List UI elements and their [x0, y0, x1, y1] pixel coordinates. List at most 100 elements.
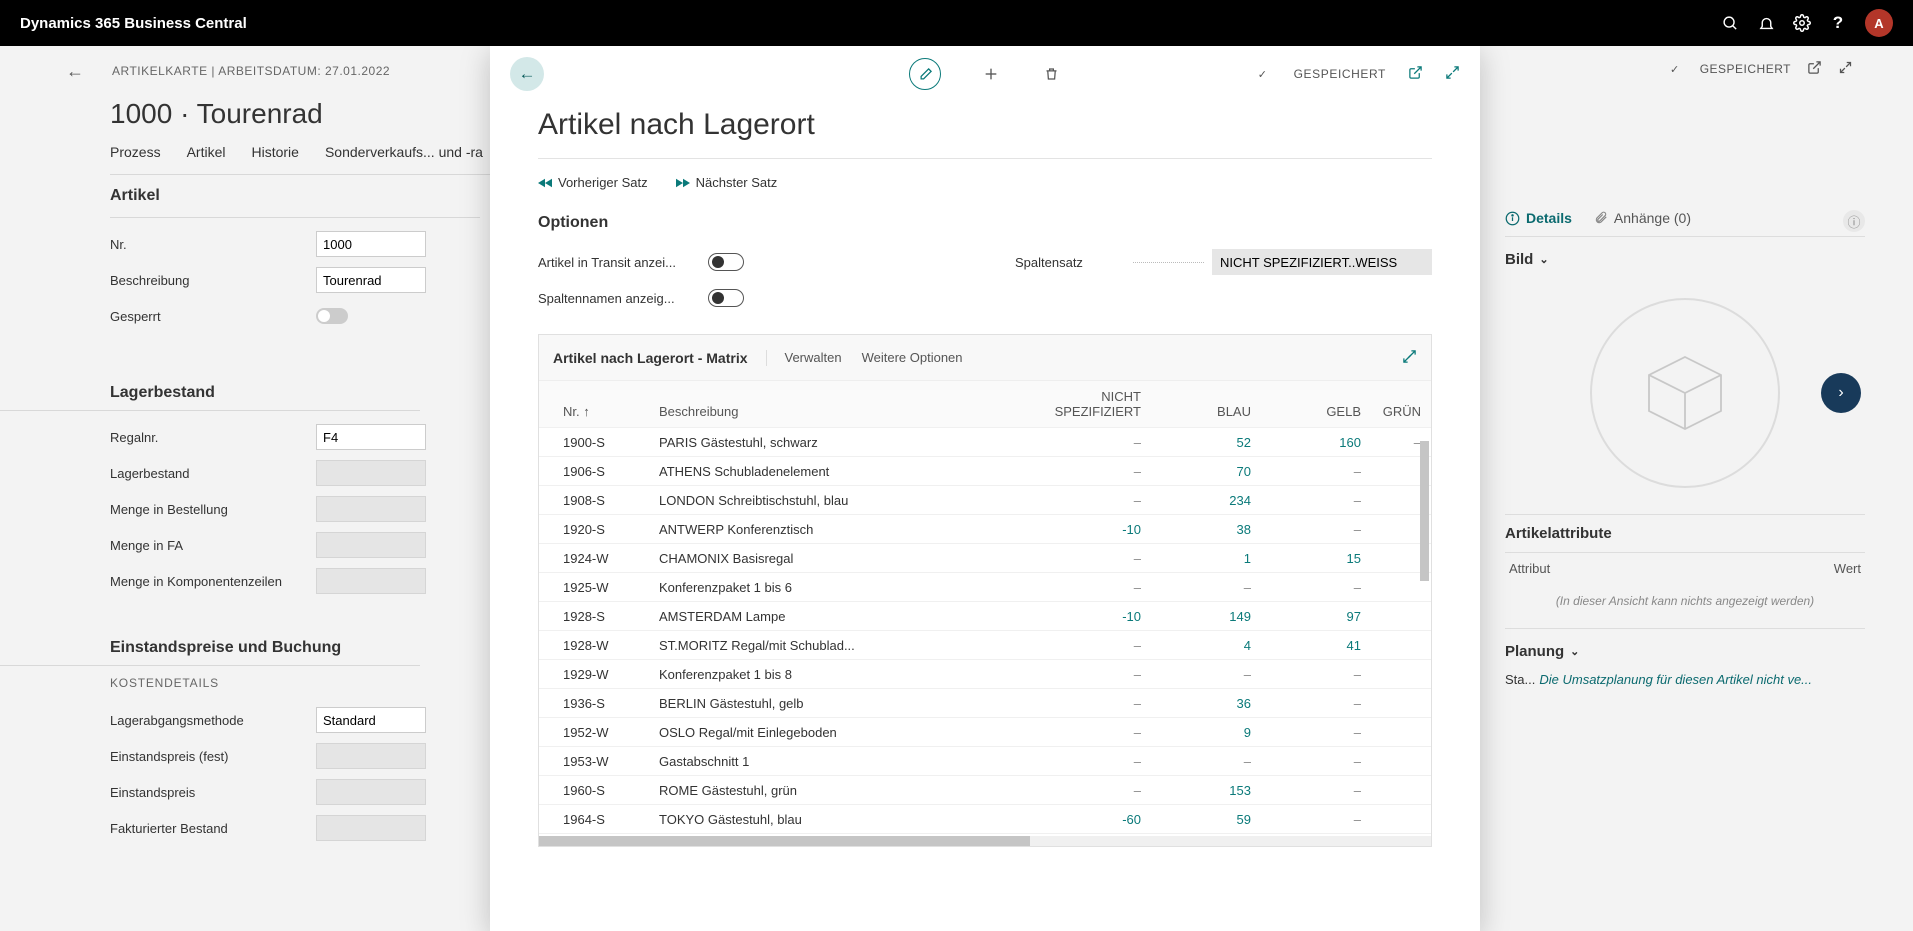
action-verwalten[interactable]: Verwalten [785, 350, 842, 365]
field-label-komp: Menge in Komponentenzeilen [110, 574, 310, 589]
table-row[interactable]: 1906-SATHENS Schubladenelement–70– [539, 457, 1431, 486]
bg-saved-text: GESPEICHERT [1700, 62, 1791, 76]
matrix-card: Artikel nach Lagerort - Matrix Verwalten… [538, 334, 1432, 847]
table-row[interactable]: 1920-SANTWERP Konferenztisch-1038– [539, 515, 1431, 544]
section-einstand-heading: Einstandspreise und Buchung [0, 627, 420, 666]
info-badge-icon[interactable]: ⓘ [1843, 210, 1865, 232]
field-input-lagerbestand[interactable] [316, 460, 426, 486]
modal-back-button[interactable]: ← [510, 57, 544, 91]
rp-attr-title[interactable]: Artikelattribute [1505, 514, 1865, 552]
field-input-nr[interactable] [316, 231, 426, 257]
opt-spalten-label: Spaltennamen anzeig... [538, 291, 708, 306]
options-heading: Optionen [538, 204, 1432, 244]
table-row[interactable]: 1953-WGastabschnitt 1––– [539, 747, 1431, 776]
field-input-bestellung[interactable] [316, 496, 426, 522]
matrix-expand-icon[interactable] [1402, 349, 1417, 367]
field-label-method: Lagerabgangsmethode [110, 713, 310, 728]
toggle-transit[interactable] [708, 253, 744, 271]
tab-prozess[interactable]: Prozess [110, 144, 161, 160]
attr-empty-text: (In dieser Ansicht kann nichts angezeigt… [1505, 584, 1865, 618]
table-row[interactable]: 1929-WKonferenzpaket 1 bis 8––– [539, 660, 1431, 689]
settings-icon[interactable] [1793, 14, 1811, 32]
field-input-besch[interactable] [316, 267, 426, 293]
th-blau[interactable]: BLAU [1151, 381, 1261, 428]
table-row[interactable]: 1936-SBERLIN Gästestuhl, gelb–36– [539, 689, 1431, 718]
field-input-fa[interactable] [316, 532, 426, 558]
search-icon[interactable] [1721, 14, 1739, 32]
table-row[interactable]: 1960-SROME Gästestuhl, grün–153– [539, 776, 1431, 805]
matrix-table: Nr. ↑ Beschreibung NICHTSPEZIFIZIERT BLA… [539, 381, 1431, 834]
rp-bild-title[interactable]: Bild⌄ [1505, 237, 1865, 278]
action-weitere[interactable]: Weitere Optionen [862, 350, 963, 365]
edit-icon[interactable] [909, 58, 941, 90]
tab-historie[interactable]: Historie [251, 144, 298, 160]
notification-icon[interactable] [1757, 14, 1775, 32]
back-button-bg[interactable]: ← [60, 56, 90, 86]
new-icon[interactable] [981, 64, 1001, 84]
field-input-preis[interactable] [316, 779, 426, 805]
table-row[interactable]: 1928-WST.MORITZ Regal/mit Schublad...–44… [539, 631, 1431, 660]
field-label-regal: Regalnr. [110, 430, 310, 445]
field-label-nr: Nr. [110, 237, 310, 252]
th-gelb[interactable]: GELB [1261, 381, 1371, 428]
field-label-fa: Menge in FA [110, 538, 310, 553]
app-name: Dynamics 365 Business Central [20, 15, 247, 32]
prev-set-button[interactable]: Vorheriger Satz [538, 175, 648, 190]
field-label-bestellung: Menge in Bestellung [110, 502, 310, 517]
collapse-icon[interactable] [1838, 60, 1853, 78]
bg-saved-indicator: ✓GESPEICHERT [1670, 60, 1853, 78]
field-input-fakt[interactable] [316, 815, 426, 841]
breadcrumb: ARTIKELKARTE | ARBEITSDATUM: 27.01.2022 [112, 64, 390, 78]
modal-artikel-lagerort: ← ✓GESPEICHERT Artikel nach Lagerort [490, 46, 1480, 931]
field-input-regal[interactable] [316, 424, 426, 450]
matrix-title: Artikel nach Lagerort - Matrix [553, 350, 767, 366]
help-icon[interactable]: ? [1829, 14, 1847, 32]
matrix-scrollbar-h[interactable] [539, 836, 1431, 846]
table-row[interactable]: 1928-SAMSTERDAM Lampe-1014997 [539, 602, 1431, 631]
table-row[interactable]: 1925-WKonferenzpaket 1 bis 6––– [539, 573, 1431, 602]
attr-col-attribut: Attribut [1509, 561, 1550, 576]
table-row[interactable]: 1952-WOSLO Regal/mit Einlegeboden–9– [539, 718, 1431, 747]
delete-icon[interactable] [1041, 64, 1061, 84]
next-set-button[interactable]: Nächster Satz [676, 175, 778, 190]
tab-sonder[interactable]: Sonderverkaufs... und -ra [325, 144, 483, 160]
modal-expand-icon[interactable] [1445, 65, 1460, 83]
table-row[interactable]: 1964-STOKYO Gästestuhl, blau-6059– [539, 805, 1431, 834]
th-ns[interactable]: NICHTSPEZIFIZIERT [1041, 381, 1151, 428]
table-row[interactable]: 1908-SLONDON Schreibtischstuhl, blau–234… [539, 486, 1431, 515]
opt-spaltensatz-input[interactable] [1212, 249, 1432, 275]
table-row[interactable]: 1924-WCHAMONIX Basisregal–115 [539, 544, 1431, 573]
user-avatar[interactable]: A [1865, 9, 1893, 37]
attr-col-wert: Wert [1834, 561, 1861, 576]
th-besch[interactable]: Beschreibung [649, 381, 1041, 428]
share-icon[interactable] [1807, 60, 1822, 78]
field-input-method[interactable] [316, 707, 426, 733]
rp-image-placeholder: › [1505, 278, 1865, 508]
factbox-panel: Details Anhänge (0) Bild⌄ › Artikelattri… [1505, 200, 1865, 687]
field-label-fest: Einstandspreis (fest) [110, 749, 310, 764]
factbox-tab-details-label: Details [1526, 210, 1572, 226]
modal-title: Artikel nach Lagerort [538, 102, 1432, 158]
opt-spaltensatz-label: Spaltensatz [1015, 255, 1125, 270]
opt-transit-label: Artikel in Transit anzei... [538, 255, 708, 270]
modal-share-icon[interactable] [1408, 65, 1423, 83]
carousel-next-button[interactable]: › [1821, 373, 1861, 413]
toggle-gesperrt[interactable] [316, 308, 348, 324]
field-input-fest[interactable] [316, 743, 426, 769]
rp-planung-title[interactable]: Planung⌄ [1505, 628, 1865, 666]
field-label-gesperrt: Gesperrt [110, 309, 310, 324]
factbox-tab-details[interactable]: Details [1505, 210, 1572, 226]
factbox-tab-anhange[interactable]: Anhänge (0) [1594, 210, 1691, 226]
field-input-komp[interactable] [316, 568, 426, 594]
section-lager-heading: Lagerbestand [0, 372, 420, 411]
field-label-fakt: Fakturierter Bestand [110, 821, 310, 836]
tab-artikel[interactable]: Artikel [187, 144, 226, 160]
modal-saved-text: GESPEICHERT [1294, 67, 1386, 81]
toggle-spalten[interactable] [708, 289, 744, 307]
th-nr[interactable]: Nr. ↑ [539, 381, 649, 428]
table-row[interactable]: 1900-SPARIS Gästestuhl, schwarz–52160– [539, 428, 1431, 457]
next-set-label: Nächster Satz [696, 175, 778, 190]
matrix-scrollbar-v[interactable] [1420, 441, 1429, 581]
rp-plan-link[interactable]: Die Umsatzplanung für diesen Artikel nic… [1539, 672, 1812, 687]
th-grun[interactable]: GRÜN [1371, 381, 1431, 428]
